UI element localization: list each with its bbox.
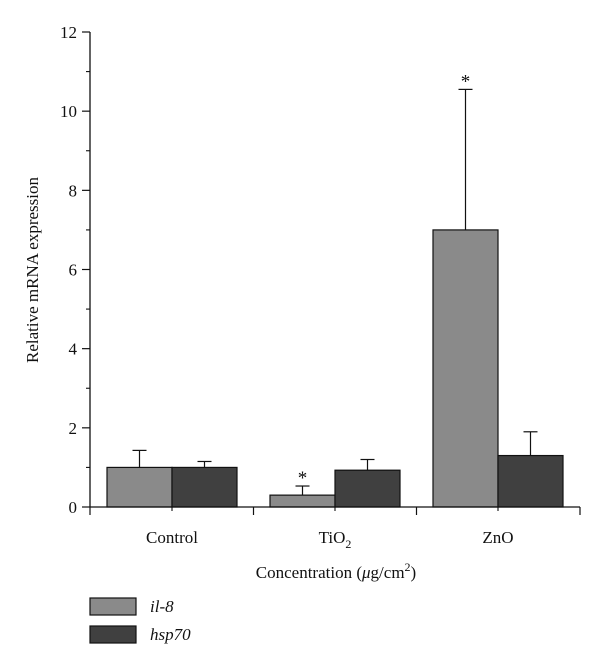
y-tick-label: 0	[69, 498, 78, 517]
x-tick-label: Control	[146, 528, 198, 547]
y-tick-label: 6	[69, 261, 78, 280]
x-tick-label: ZnO	[482, 528, 513, 547]
bars-layer	[106, 229, 564, 508]
x-tick-label: TiO2	[319, 528, 352, 551]
legend-label-il-8: il-8	[150, 597, 174, 616]
bar-il-8-TiO2	[269, 494, 336, 508]
bar-hsp70-TiO2	[334, 469, 401, 508]
y-tick-label: 8	[69, 181, 78, 200]
y-tick-label: 10	[60, 102, 77, 121]
axes-layer	[89, 32, 580, 508]
y-tick-label: 12	[60, 23, 77, 42]
legend-label-hsp70: hsp70	[150, 625, 191, 644]
labels-layer: * * 0 2 4 6 8 10 12 Control TiO2 ZnO	[60, 23, 514, 551]
bar-hsp70-ZnO	[497, 454, 564, 508]
bar-il-8-Control	[106, 466, 173, 508]
y-tick-label: 2	[69, 419, 78, 438]
legend-swatch-hsp70	[89, 625, 137, 644]
x-axis-title: Concentration (μg/cm2)	[256, 560, 416, 582]
significance-marker: *	[461, 71, 471, 92]
legend: il-8 hsp70	[89, 597, 191, 644]
error-bars-layer	[132, 88, 538, 496]
significance-marker: *	[298, 468, 308, 489]
y-tick-label: 4	[69, 340, 78, 359]
y-axis-title: Relative mRNA expression	[23, 176, 42, 363]
bar-il-8-ZnO	[432, 229, 499, 508]
bar-hsp70-Control	[171, 466, 238, 508]
ticks-layer	[82, 31, 581, 515]
legend-swatch-il-8	[89, 597, 137, 616]
